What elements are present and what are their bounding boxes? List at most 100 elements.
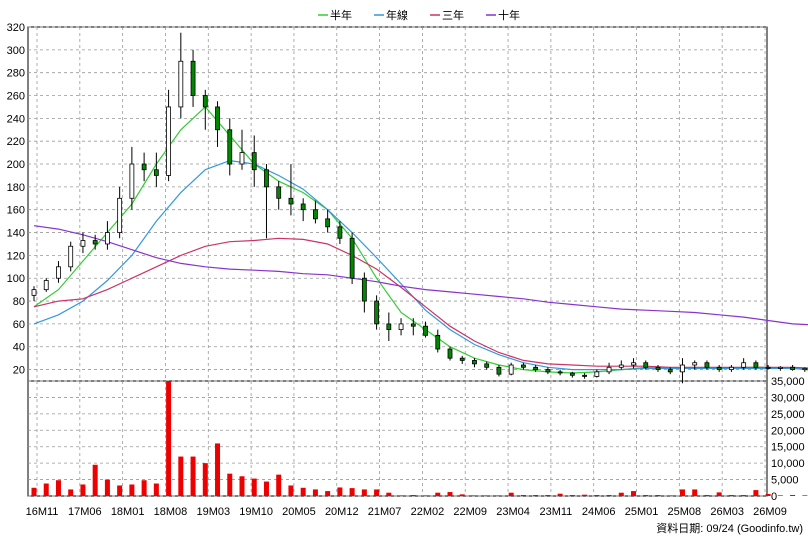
candle-body: [777, 366, 783, 369]
x-tick-label: 22M09: [453, 506, 487, 518]
candlestick: [288, 164, 294, 216]
candle-body: [447, 348, 453, 359]
volume-bar: [129, 484, 135, 496]
volume-bar: [300, 487, 306, 496]
x-tick-label: 23M11: [539, 506, 572, 518]
x-tick-label: 22M02: [411, 506, 445, 518]
volume-bar: [582, 494, 588, 496]
candle-body: [410, 323, 416, 327]
volume-bar: [251, 478, 257, 496]
candlestick: [251, 135, 257, 187]
volume-tick-label: 30,000: [771, 392, 805, 404]
candle-body: [753, 362, 759, 368]
candlestick: [643, 360, 649, 370]
candle-body: [643, 362, 649, 368]
volume-bar: [153, 483, 159, 496]
volume-bar: [533, 495, 539, 496]
volume-bar: [80, 484, 86, 496]
candlestick: [117, 186, 123, 239]
x-tick-label: 19M10: [239, 506, 273, 518]
volume-tick-label: 15,000: [771, 442, 805, 454]
candle-body: [129, 163, 135, 199]
volume-bar: [508, 492, 514, 496]
volume-bar: [496, 495, 502, 496]
candle-body: [178, 60, 184, 108]
candlestick: [80, 232, 86, 254]
volume-bar: [31, 487, 37, 496]
candlestick: [166, 89, 171, 182]
candle-body: [153, 169, 159, 176]
legend-label: 年線: [386, 8, 408, 22]
candlestick: [667, 367, 673, 375]
price-tick-label: 100: [7, 273, 25, 285]
volume-bar: [263, 481, 269, 496]
candle-body: [251, 152, 257, 171]
volume-bar: [606, 495, 612, 496]
candle-body: [337, 226, 343, 239]
x-tick-label: 24M06: [582, 506, 616, 518]
candlestick: [153, 152, 159, 187]
candlestick: [105, 221, 110, 250]
candlestick: [374, 295, 379, 330]
volume-bar: [312, 489, 318, 496]
candlestick: [202, 89, 208, 130]
candlestick: [680, 358, 685, 384]
candlestick: [582, 373, 587, 379]
x-tick-label: 25M01: [625, 506, 659, 518]
candle-body: [472, 360, 477, 365]
volume-bar: [202, 463, 208, 496]
volume-bar: [239, 476, 245, 496]
volume-bar: [631, 491, 637, 496]
candle-body: [117, 197, 123, 233]
candlestick: [190, 49, 196, 107]
candlestick: [239, 129, 245, 170]
x-tick-label: 20M12: [325, 506, 359, 518]
candle-body: [508, 364, 514, 375]
x-tick-label: 25M08: [668, 506, 702, 518]
candlestick: [423, 321, 428, 338]
candlestick: [802, 367, 808, 372]
volume-bar: [398, 495, 404, 496]
candlestick: [655, 365, 661, 372]
volume-bar: [117, 485, 123, 496]
price-tick-label: 240: [7, 113, 25, 125]
x-tick-label: 26M03: [710, 506, 744, 518]
candle-body: [716, 366, 722, 370]
candlestick: [276, 181, 282, 210]
candlestick: [264, 164, 269, 239]
volume-bar: [471, 495, 477, 496]
candlestick: [227, 118, 233, 176]
candlestick: [472, 358, 477, 368]
candle-body: [264, 169, 269, 188]
candle-body: [166, 106, 171, 176]
candlestick: [398, 318, 404, 336]
volume-bar: [215, 443, 221, 496]
candle-body: [582, 374, 587, 377]
volume-bar: [557, 493, 563, 496]
candlestick: [533, 365, 539, 372]
candle-body: [300, 203, 306, 211]
candle-body: [43, 280, 49, 291]
volume-tick-label: 25,000: [771, 409, 805, 421]
volume-bar: [765, 494, 771, 496]
x-tick-label: 20M05: [282, 506, 316, 518]
candlestick: [92, 234, 98, 250]
volume-panel-frame: [27, 380, 768, 497]
candle-body: [533, 366, 539, 370]
candle-body: [349, 237, 355, 279]
volume-bar: [166, 381, 172, 496]
volume-bar: [728, 495, 734, 496]
candlestick: [313, 200, 318, 224]
candle-body: [239, 152, 245, 165]
candle-body: [545, 369, 551, 373]
candlestick: [129, 146, 135, 210]
candlestick: [56, 261, 61, 283]
candlestick: [557, 369, 563, 376]
candle-body: [190, 60, 196, 96]
candlestick: [459, 355, 465, 364]
candle-body: [692, 362, 698, 366]
volume-bar: [288, 485, 294, 496]
price-tick-label: 140: [7, 228, 25, 240]
volume-tick-label: 10,000: [771, 458, 805, 470]
